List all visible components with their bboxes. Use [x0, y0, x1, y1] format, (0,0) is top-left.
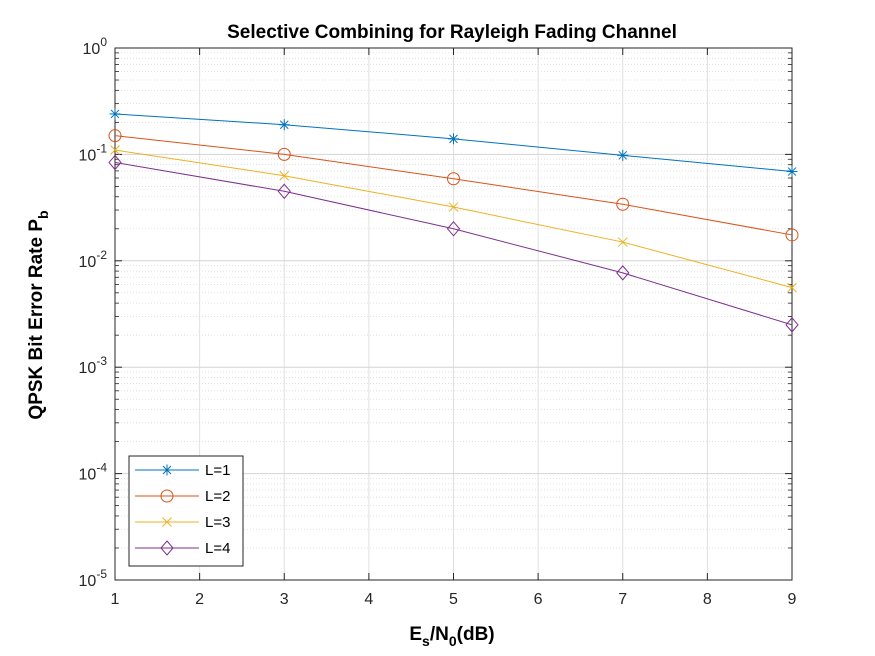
data-point-series-1 — [448, 133, 459, 145]
legend-marker-4 — [160, 540, 174, 556]
x-tick-label: 9 — [788, 591, 797, 608]
legend-items: L=1 L=2 L=3 L=4 — [135, 462, 230, 557]
data-point-series-1 — [278, 119, 290, 131]
x-axis-label-sub1: s — [422, 633, 430, 649]
data-point-series-1 — [617, 149, 629, 161]
legend-marker-1 — [161, 464, 173, 476]
data-point-series-4 — [616, 265, 630, 281]
y-tick-label: 10-1 — [79, 141, 108, 164]
data-point-series-4 — [108, 154, 122, 171]
data-point-series-3 — [617, 237, 628, 247]
legend-label-2: L=2 — [205, 488, 230, 505]
legend-label-3: L=3 — [205, 514, 230, 531]
x-tick-label: 2 — [195, 591, 204, 608]
data-point-series-3 — [279, 170, 290, 181]
y-tick-label: 10-2 — [79, 248, 108, 271]
data-point-series-4 — [446, 221, 461, 237]
axis-ticks: 1 2 3 4 5 6 7 8 9 10-5 10-4 10-3 10-2 10-1 100 — [79, 35, 797, 608]
x-tick-label: 6 — [534, 591, 543, 608]
data-point-series-4 — [785, 317, 799, 333]
data-point-series-3 — [448, 202, 459, 212]
x-axis-label-sub2: 0 — [449, 633, 457, 649]
x-tick-label: 4 — [364, 591, 373, 608]
data-point-series-3 — [110, 145, 120, 155]
x-tick-label: 5 — [449, 591, 458, 608]
series-layer — [108, 108, 799, 333]
data-point-series-2 — [108, 129, 122, 143]
series-line-2 — [114, 135, 793, 236]
legend-label-4: L=4 — [205, 540, 230, 557]
data-point-series-1 — [109, 108, 121, 120]
data-point-series-2 — [616, 197, 630, 211]
data-point-series-2 — [277, 147, 291, 161]
x-axis-label-tail: (dB) — [457, 624, 495, 645]
x-tick-label: 8 — [703, 591, 712, 608]
y-tick-label: 10-5 — [79, 567, 108, 590]
data-point-series-4 — [277, 183, 291, 200]
data-point-series-1 — [786, 166, 798, 178]
legend: L=1 L=2 L=3 L=4 — [128, 455, 244, 567]
y-tick-label: 100 — [83, 35, 108, 58]
x-axis-label-mid: /N — [430, 624, 449, 645]
y-axis-label-sub: b — [35, 210, 51, 219]
x-axis-label-main: E — [409, 624, 422, 645]
y-tick-label: 10-3 — [79, 354, 108, 377]
legend-marker-2 — [160, 489, 174, 503]
y-axis-label: QPSK Bit Error Rate Pb — [26, 210, 51, 419]
data-point-series-2 — [447, 172, 460, 186]
x-tick-label: 7 — [618, 591, 627, 608]
legend-marker-3 — [162, 517, 172, 527]
x-tick-label: 1 — [111, 591, 120, 608]
x-tick-label: 3 — [280, 591, 289, 608]
y-tick-label: 10-4 — [79, 461, 108, 484]
data-point-series-2 — [785, 228, 799, 242]
data-point-series-3 — [787, 282, 797, 293]
x-axis-label: Es/N0(dB) — [409, 624, 494, 649]
legend-label-1: L=1 — [205, 462, 230, 479]
chart-title: Selective Combining for Rayleigh Fading … — [227, 22, 677, 43]
y-axis-label-main: QPSK Bit Error Rate P — [26, 219, 47, 420]
series-line-4 — [114, 161, 793, 326]
